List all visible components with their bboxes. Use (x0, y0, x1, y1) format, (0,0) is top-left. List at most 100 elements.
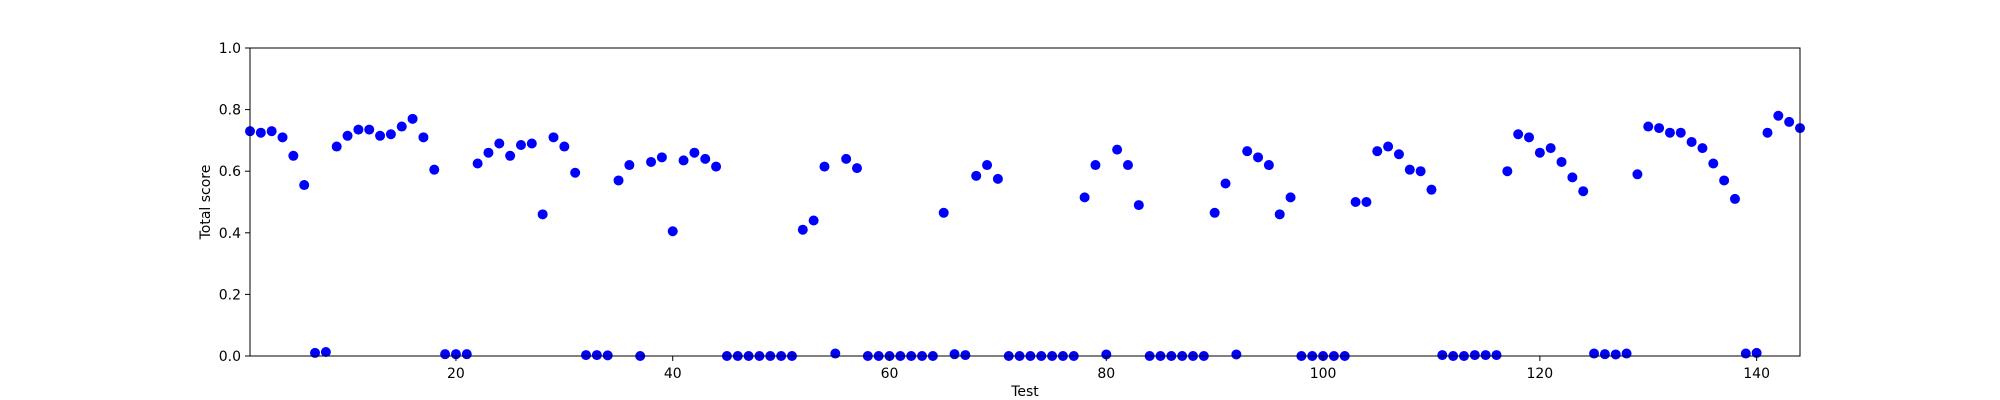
data-point (418, 132, 429, 143)
data-point (1589, 348, 1600, 359)
data-point (1491, 350, 1502, 361)
data-point (700, 153, 711, 164)
x-tick-label: 100 (1310, 366, 1337, 382)
data-point (310, 347, 321, 358)
data-point (1242, 146, 1253, 157)
data-point (1112, 144, 1123, 155)
y-tick-label: 0.4 (219, 226, 241, 242)
data-point (1599, 349, 1610, 360)
data-points (245, 110, 1805, 361)
data-point (472, 158, 483, 169)
plot-background (250, 48, 1800, 356)
data-point (1729, 193, 1740, 204)
y-tick-label: 1.0 (219, 41, 241, 57)
data-point (624, 160, 635, 171)
data-point (1762, 127, 1773, 138)
data-point (342, 130, 353, 141)
data-point (429, 164, 440, 175)
data-point (548, 132, 559, 143)
data-point (1534, 147, 1545, 158)
data-point (277, 132, 288, 143)
x-tick-label: 20 (447, 366, 465, 382)
data-point (570, 167, 581, 178)
data-point (711, 161, 722, 172)
data-point (1220, 178, 1231, 189)
data-point (808, 215, 819, 226)
plot-frame (249, 47, 1801, 357)
data-point (678, 155, 689, 166)
data-point (1090, 160, 1101, 171)
data-point (537, 209, 548, 220)
data-point (1383, 141, 1394, 152)
x-tick-label: 120 (1526, 366, 1553, 382)
data-point (1350, 197, 1361, 207)
data-point (613, 175, 624, 186)
data-point (667, 226, 678, 237)
y-tick-label: 0.6 (219, 164, 241, 180)
data-point (1784, 116, 1795, 127)
data-point (1426, 184, 1437, 195)
data-point (602, 350, 613, 361)
data-point (1393, 149, 1404, 160)
data-point (1263, 160, 1274, 171)
data-point (1664, 127, 1675, 138)
data-point (320, 346, 331, 357)
data-point (1480, 350, 1491, 361)
y-axis-label: Total score (198, 165, 214, 241)
x-axis: 20 40 60 80 100 120 140 (447, 356, 1770, 382)
data-point (494, 138, 505, 149)
data-point (971, 170, 982, 181)
data-point (1253, 152, 1264, 163)
data-point (526, 138, 537, 149)
data-point (1578, 186, 1589, 197)
data-point (331, 141, 342, 152)
data-point (1231, 349, 1242, 360)
data-point (1372, 146, 1383, 157)
data-point (1632, 169, 1643, 180)
data-point (591, 350, 602, 361)
data-point (1621, 348, 1632, 359)
data-point (1556, 156, 1567, 167)
data-point (407, 113, 418, 124)
data-point (1686, 136, 1697, 147)
data-point (353, 124, 364, 135)
data-point (1654, 123, 1665, 134)
data-point (505, 150, 516, 161)
data-point (1643, 121, 1654, 132)
data-point (1101, 349, 1112, 360)
x-tick-label: 140 (1743, 366, 1770, 382)
data-point (656, 152, 667, 163)
y-tick-label: 0.8 (219, 103, 241, 119)
data-point (581, 350, 592, 361)
data-point (851, 163, 862, 174)
data-point (819, 161, 830, 172)
data-point (1567, 172, 1578, 183)
data-point (1122, 160, 1133, 171)
data-point (1361, 197, 1372, 207)
data-point (1209, 207, 1220, 218)
data-point (1404, 164, 1415, 175)
x-tick-label: 80 (1097, 366, 1115, 382)
data-point (1502, 166, 1513, 177)
data-point (364, 124, 375, 135)
data-point (1437, 350, 1448, 361)
y-tick-label: 0.2 (219, 287, 241, 303)
data-point (1274, 209, 1285, 220)
data-point (1751, 347, 1762, 358)
data-point (299, 180, 310, 191)
data-point (797, 224, 808, 235)
data-point (440, 349, 451, 360)
data-point (1675, 127, 1686, 138)
data-point (1719, 175, 1730, 186)
data-point (1524, 132, 1535, 143)
data-point (949, 349, 960, 360)
data-point (646, 156, 657, 167)
data-point (960, 350, 971, 361)
y-tick-label: 0.0 (219, 349, 241, 365)
data-point (830, 348, 841, 359)
data-point (1415, 166, 1426, 177)
data-point (689, 147, 700, 158)
x-axis-label: Test (1010, 384, 1039, 400)
data-point (461, 349, 472, 360)
